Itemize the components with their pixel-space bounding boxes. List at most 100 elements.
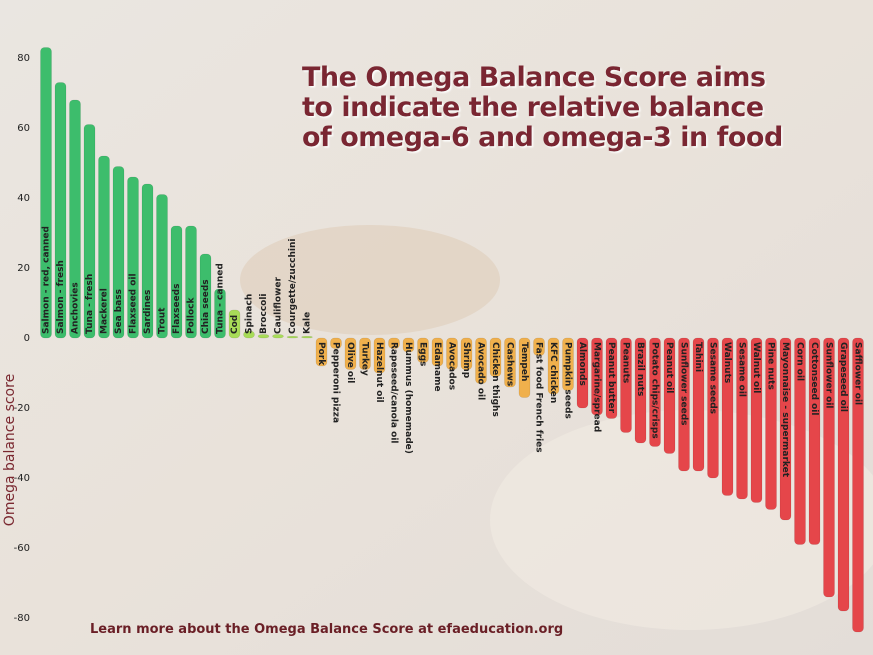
bar <box>634 337 647 444</box>
bar <box>214 288 226 339</box>
bar <box>489 337 502 377</box>
bar <box>475 337 487 384</box>
title-line: The Omega Balance Score aims <box>302 62 766 93</box>
bar-label: Trout <box>158 307 168 334</box>
bar-label: Peanuts <box>621 342 631 383</box>
bar <box>286 336 299 339</box>
bar <box>402 337 415 353</box>
bar-label: Kale <box>303 312 313 334</box>
bar-label: Hummus (homemade) <box>403 342 413 454</box>
bar-label: Walnut oil <box>751 342 761 393</box>
bar-label: Brazil nuts <box>635 342 645 396</box>
bar-label: Walnuts <box>722 342 732 383</box>
bar <box>736 337 748 500</box>
bar-label: Anchovies <box>71 282 81 334</box>
bar <box>678 337 690 472</box>
bar-label: Sardines <box>143 290 153 334</box>
bar <box>141 183 154 339</box>
bar <box>431 337 444 367</box>
bar-label: Tahini <box>693 342 703 372</box>
bar <box>156 194 168 339</box>
bar-label: Tuna - canned <box>216 263 226 334</box>
photo-shape <box>490 410 873 630</box>
bar-label: Mackerel <box>100 288 110 334</box>
footer: Learn more about the Omega Balance Score… <box>90 622 563 637</box>
y-tick-label: 20 <box>17 263 30 274</box>
bar <box>388 337 400 349</box>
bar <box>649 337 661 447</box>
bar-label: Fast food French fries <box>534 342 544 453</box>
y-tick-label: -80 <box>14 613 30 624</box>
bar <box>576 337 589 409</box>
bar <box>721 337 734 496</box>
bar <box>605 337 618 419</box>
bar <box>808 337 821 545</box>
bar <box>199 253 212 339</box>
bar-label: Sea bass <box>114 289 124 334</box>
y-axis-title: Omega balance score <box>2 374 18 526</box>
bar <box>518 337 531 398</box>
bar <box>315 337 328 367</box>
bar-label: Pepperoni pizza <box>331 342 341 423</box>
bar-label: Flaxseed oil <box>129 273 139 334</box>
bar-label: Tuna - fresh <box>85 274 95 334</box>
bar-label: Avocado oil <box>476 342 486 400</box>
bar-label: Pine nuts <box>766 342 776 390</box>
bar-label: Rapeseed/canola oil <box>389 342 399 444</box>
bar-label: Olive oil <box>345 342 355 383</box>
bar <box>83 124 96 339</box>
bar-label: Salmon - red, canned <box>42 226 52 334</box>
y-tick-label: -20 <box>14 403 30 414</box>
photo-shape <box>240 225 500 335</box>
bar-label: Sunflower seeds <box>679 342 689 426</box>
bar-label: Corn oil <box>795 342 805 381</box>
bar <box>794 337 806 545</box>
bar-label: Cauliflower <box>274 276 284 334</box>
bar <box>272 334 284 339</box>
bar-label: Safflower oil <box>853 342 863 405</box>
bar-label: Pumpkin seeds <box>563 342 573 419</box>
bar-label: Potato chips/crisps <box>650 342 660 439</box>
bar <box>40 47 52 339</box>
bar <box>170 225 183 339</box>
bar-label: Grapeseed oil <box>838 342 848 412</box>
bar-label: Eggs <box>418 342 428 366</box>
bar <box>330 337 342 349</box>
bar-label: KFC chicken <box>548 342 558 403</box>
bar <box>243 330 255 339</box>
y-tick-label: 0 <box>24 333 30 344</box>
bar <box>823 337 835 598</box>
bar-label: Salmon - fresh <box>56 260 66 334</box>
bar-label: Pork <box>316 342 326 366</box>
bar <box>301 336 313 339</box>
bar <box>344 337 357 370</box>
bar <box>69 99 81 339</box>
bar <box>750 337 763 503</box>
bar-label: Courgette/zucchini <box>288 239 298 334</box>
bar <box>359 337 371 370</box>
bar-label: Hazelnut oil <box>374 342 384 403</box>
bar <box>663 337 676 454</box>
bar-label: Edamame <box>432 342 442 392</box>
bar-label: Tempeh <box>519 342 529 381</box>
bar <box>54 82 67 339</box>
y-tick-label: 60 <box>17 123 30 134</box>
bar-label: Avocados <box>447 342 457 390</box>
bar <box>852 337 864 633</box>
bar <box>112 166 125 339</box>
bar <box>460 337 473 370</box>
bar <box>504 337 516 388</box>
bar <box>837 337 850 612</box>
y-tick-label: 40 <box>17 193 30 204</box>
bar-label: Pollock <box>187 297 197 334</box>
y-tick-label: -60 <box>14 543 30 554</box>
bar <box>446 337 458 370</box>
title-line: of omega-6 and omega-3 in food <box>302 122 783 153</box>
bar <box>257 334 270 339</box>
bar-label: Flaxseeds <box>172 284 182 334</box>
bar-label: Broccoli <box>259 293 269 334</box>
bar-label: Mayonnaise - supermarket <box>780 342 790 478</box>
bar <box>562 337 574 391</box>
